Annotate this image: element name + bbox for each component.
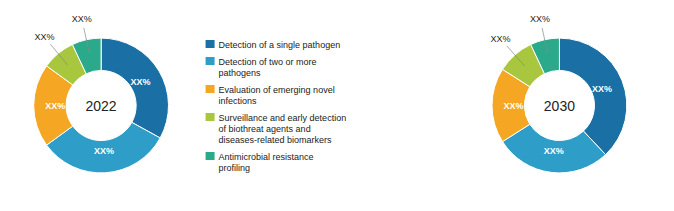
data-label: XX% bbox=[592, 84, 612, 94]
data-label: XX% bbox=[131, 77, 151, 87]
legend-swatch bbox=[206, 40, 215, 48]
data-label: XX% bbox=[504, 101, 524, 111]
leader-line bbox=[542, 28, 548, 54]
legend-label: Antimicrobial resistanceprofiling bbox=[219, 152, 314, 173]
center-label: 2022 bbox=[86, 98, 117, 114]
legend-swatch bbox=[206, 113, 215, 121]
legend-swatch bbox=[206, 152, 215, 160]
donut: Detection of a single pathogenDetection … bbox=[492, 38, 627, 173]
legend: Detection of a single pathogen Detection … bbox=[206, 40, 347, 173]
legend-swatch bbox=[206, 57, 215, 65]
legend-label: Detection of a single pathogen bbox=[219, 40, 341, 50]
leader-line bbox=[84, 28, 90, 54]
legend-label: Surveillance and early detectionof bioth… bbox=[219, 113, 347, 145]
leader-line bbox=[50, 44, 67, 65]
chart: Detection of a single pathogen Detection … bbox=[0, 0, 674, 211]
donut-slice: Antimicrobial resistance profiling bbox=[72, 38, 101, 74]
donut: Detection of a single pathogenDetection … bbox=[34, 38, 169, 173]
legend-label: Detection of two or morepathogens bbox=[219, 57, 317, 78]
data-label: XX% bbox=[45, 101, 65, 111]
legend-label: Evaluation of emerging novelinfections bbox=[219, 85, 335, 106]
data-label: XX% bbox=[544, 146, 564, 156]
data-labels: XX% XX% XX% XX% XX% bbox=[34, 14, 150, 157]
donut-slice: Detection of a single pathogen bbox=[559, 38, 626, 155]
data-labels: XX% XX% XX% XX% XX% bbox=[491, 14, 612, 156]
leader-line bbox=[507, 46, 525, 66]
center-label: 2030 bbox=[544, 98, 575, 114]
donut-slice: Detection of a single pathogen bbox=[101, 38, 168, 138]
legend-swatch bbox=[206, 85, 215, 93]
data-label: XX% bbox=[94, 146, 114, 156]
data-label: XX% bbox=[72, 14, 92, 24]
donut-slice: Antimicrobial resistance profiling bbox=[531, 38, 560, 74]
data-label: XX% bbox=[34, 32, 54, 42]
chart-container: Detection of a single pathogen Detection … bbox=[0, 0, 674, 211]
data-label: XX% bbox=[530, 14, 550, 24]
data-label: XX% bbox=[491, 34, 511, 44]
